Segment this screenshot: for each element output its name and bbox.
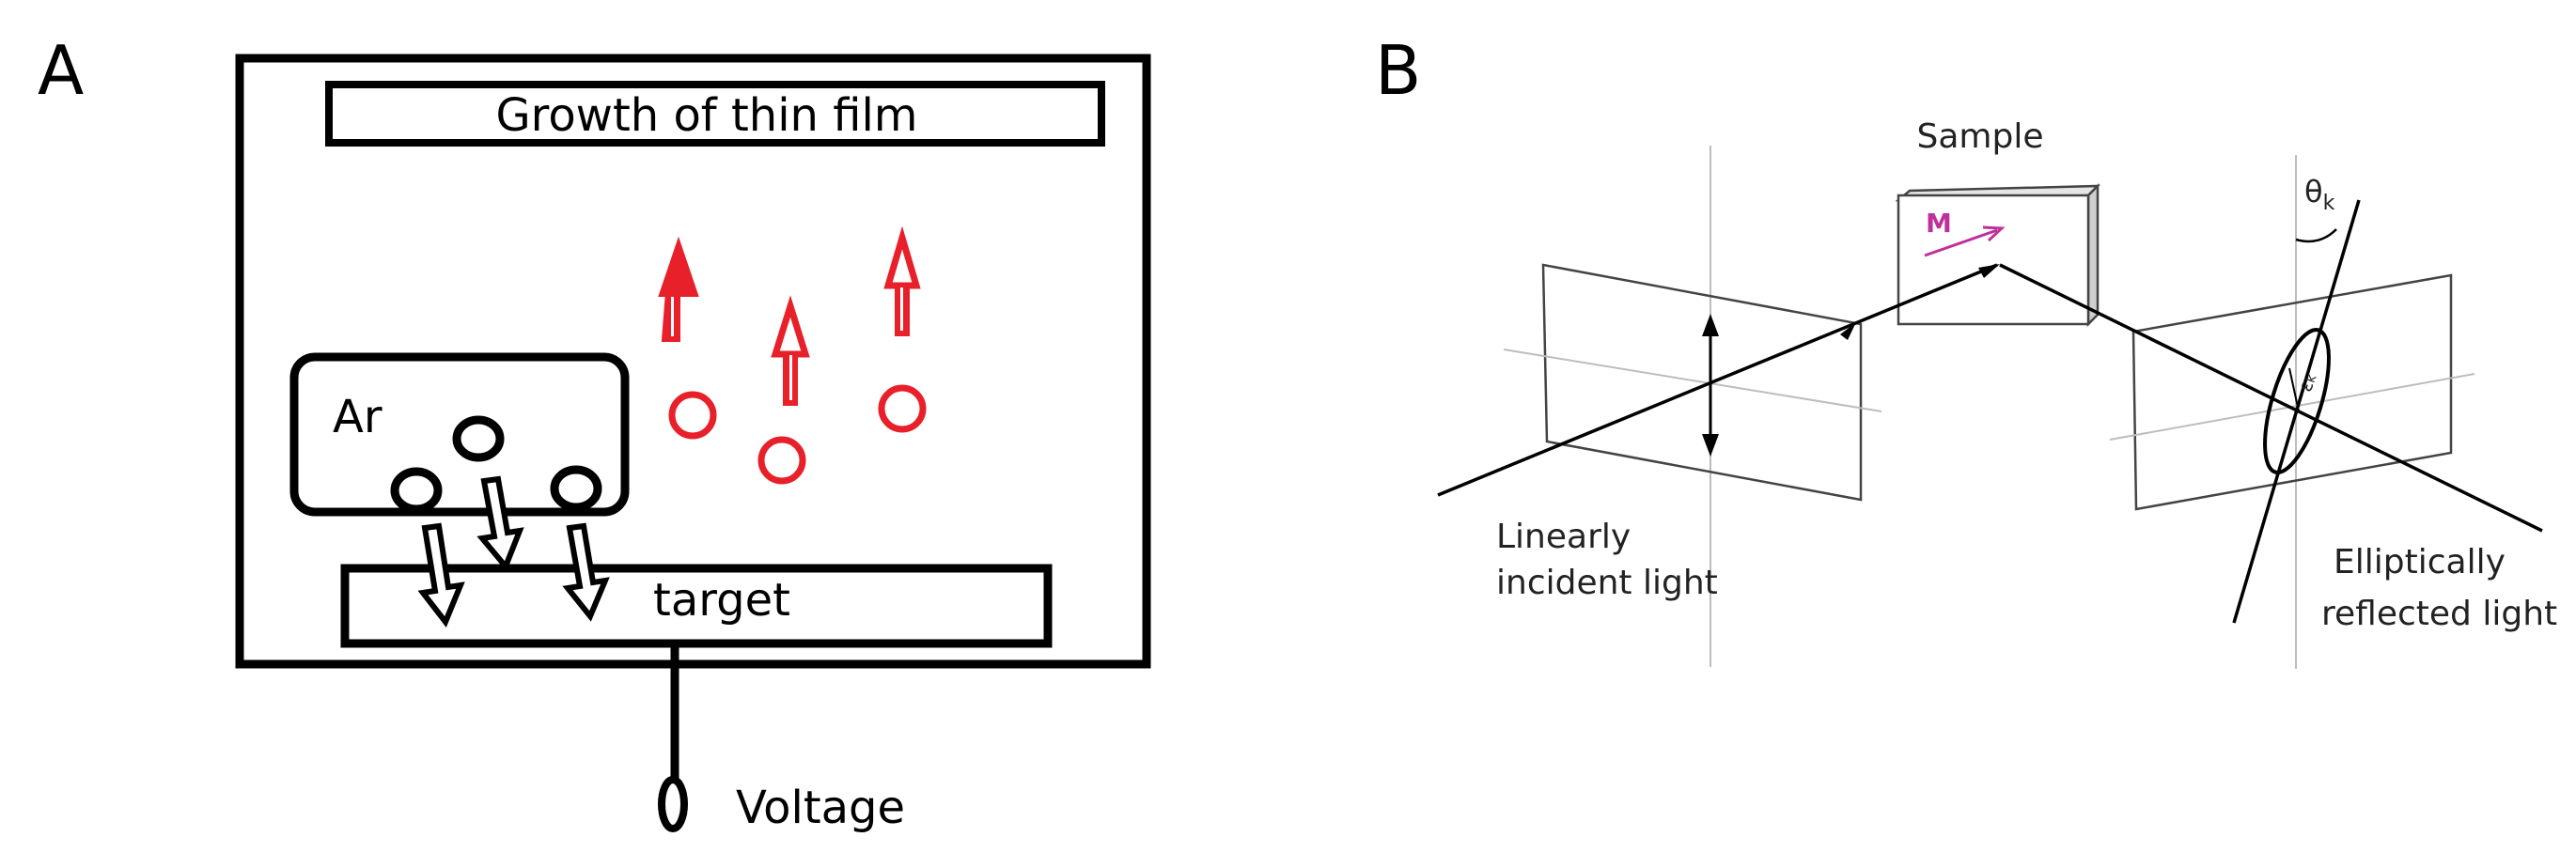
kerr-rotation-label: θk xyxy=(2304,174,2335,215)
arrow-highlight xyxy=(671,297,674,336)
argon-ion xyxy=(550,465,602,512)
sample-label: Sample xyxy=(1917,117,2044,156)
incident-beam-arrowhead-tip xyxy=(1978,264,2000,278)
voltage-label: Voltage xyxy=(736,782,905,834)
polarizer-plane xyxy=(1541,263,1863,502)
analyzer-plane xyxy=(2131,273,2453,511)
voltage-source-icon xyxy=(658,776,688,832)
incident-light-label-line2: incident light xyxy=(1496,564,1718,602)
incident-beam xyxy=(1437,263,1998,497)
kerr-rotation-arc xyxy=(2295,228,2337,243)
vacuum-chamber xyxy=(235,54,1151,669)
argon-label: Ar xyxy=(333,391,382,443)
polarizer-horizontal-axis xyxy=(1503,349,1882,412)
panel-a-letter: A xyxy=(38,31,84,110)
ion-bombardment-arrows xyxy=(417,475,610,628)
rotated-polarization-axis xyxy=(2232,199,2361,624)
sputtered-atom xyxy=(878,384,927,433)
upward-arrow-head xyxy=(883,225,921,289)
argon-gas-box xyxy=(289,352,630,517)
sample-side-face xyxy=(2086,182,2100,328)
incident-beam-arrowhead xyxy=(1840,322,1856,340)
polarization-ellipse xyxy=(2263,328,2331,474)
panel-a: A Growth of thin film Ar target Voltage xyxy=(38,31,1151,834)
ellipticity-minor-axis xyxy=(2288,367,2300,412)
magnetization-arrowhead xyxy=(1982,225,2006,242)
ellipticity-label: εk xyxy=(2293,369,2320,395)
panel-b-letter: B xyxy=(1375,31,1421,110)
target-plate xyxy=(340,564,1053,648)
arrow-highlight xyxy=(789,355,792,400)
sputter-direction-arrows xyxy=(658,225,921,406)
panel-b: B Sample M θk xyxy=(1375,31,2557,669)
argon-ion xyxy=(452,415,505,462)
argon-ion xyxy=(390,467,443,514)
sputtered-particles xyxy=(668,384,927,485)
bombardment-arrow xyxy=(562,522,610,622)
upward-arrow xyxy=(658,236,699,342)
thin-film-box xyxy=(325,81,1105,147)
arrow-highlight xyxy=(900,287,903,331)
reflected-light-label-line1: Elliptically xyxy=(2334,543,2506,581)
magnetization-vector xyxy=(1924,228,1998,257)
sputtered-atom xyxy=(757,436,806,485)
upward-arrow-head xyxy=(771,295,810,358)
target-label: target xyxy=(653,574,790,627)
reflected-light-label-line2: reflected light xyxy=(2321,595,2557,633)
incident-light-label-line1: Linearly xyxy=(1496,518,1631,556)
bombardment-arrow xyxy=(476,475,524,572)
bombardment-arrow xyxy=(417,522,465,628)
polarization-arrowhead-down xyxy=(1702,434,1719,457)
sputtered-atom xyxy=(668,391,717,440)
polarization-arrowhead-up xyxy=(1702,314,1719,336)
sample-front-face xyxy=(1897,194,2090,326)
thin-film-label: Growth of thin film xyxy=(495,89,917,142)
magnetization-label: M xyxy=(1926,208,1952,239)
